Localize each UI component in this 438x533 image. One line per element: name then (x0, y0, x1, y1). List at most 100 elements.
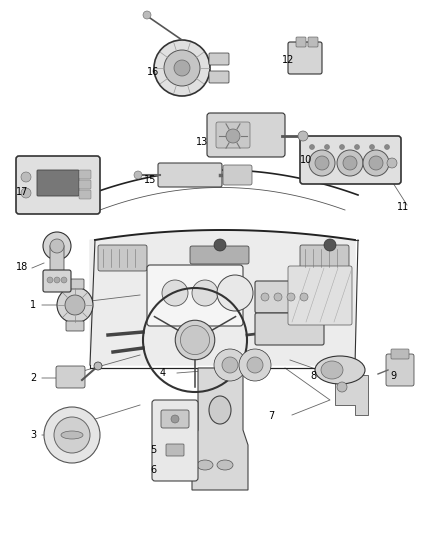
FancyBboxPatch shape (66, 279, 84, 289)
Circle shape (339, 144, 345, 149)
Text: 12: 12 (282, 55, 294, 65)
FancyBboxPatch shape (209, 71, 229, 83)
Circle shape (217, 275, 253, 311)
Circle shape (47, 277, 53, 283)
Circle shape (214, 239, 226, 251)
Circle shape (226, 129, 240, 143)
Circle shape (387, 158, 397, 168)
Circle shape (261, 293, 269, 301)
Circle shape (50, 239, 64, 253)
Circle shape (21, 188, 31, 198)
Circle shape (174, 60, 190, 76)
Circle shape (44, 407, 100, 463)
FancyBboxPatch shape (79, 170, 91, 179)
Circle shape (315, 156, 329, 170)
Circle shape (309, 150, 335, 176)
Text: 1: 1 (30, 300, 36, 310)
Text: 7: 7 (268, 411, 274, 421)
Circle shape (21, 172, 31, 182)
FancyBboxPatch shape (255, 313, 324, 345)
FancyBboxPatch shape (161, 410, 189, 428)
FancyBboxPatch shape (255, 281, 324, 313)
Polygon shape (192, 368, 248, 490)
Text: 3: 3 (30, 430, 36, 440)
FancyBboxPatch shape (300, 136, 401, 184)
FancyBboxPatch shape (16, 156, 100, 214)
Circle shape (61, 277, 67, 283)
Circle shape (324, 239, 336, 251)
Circle shape (192, 280, 218, 306)
Text: 13: 13 (196, 137, 208, 147)
Ellipse shape (197, 460, 213, 470)
Circle shape (94, 362, 102, 370)
FancyBboxPatch shape (209, 53, 229, 65)
Text: 11: 11 (397, 202, 409, 212)
Circle shape (134, 171, 142, 179)
Ellipse shape (315, 356, 365, 384)
Ellipse shape (61, 431, 83, 439)
Text: 4: 4 (160, 368, 166, 378)
Polygon shape (335, 375, 368, 415)
Circle shape (54, 277, 60, 283)
FancyBboxPatch shape (147, 265, 243, 326)
FancyBboxPatch shape (66, 321, 84, 331)
FancyBboxPatch shape (43, 270, 71, 292)
FancyBboxPatch shape (152, 400, 198, 481)
Circle shape (222, 357, 238, 373)
FancyBboxPatch shape (166, 444, 184, 456)
Circle shape (175, 320, 215, 360)
Ellipse shape (217, 460, 233, 470)
Circle shape (247, 357, 263, 373)
Circle shape (274, 293, 282, 301)
Circle shape (65, 295, 85, 315)
FancyBboxPatch shape (37, 170, 79, 196)
FancyBboxPatch shape (216, 122, 250, 148)
FancyBboxPatch shape (158, 163, 222, 187)
Circle shape (162, 280, 188, 306)
Text: 8: 8 (310, 371, 316, 381)
Circle shape (54, 417, 90, 453)
Circle shape (154, 40, 210, 96)
Polygon shape (90, 230, 355, 365)
Text: 9: 9 (390, 371, 396, 381)
Circle shape (354, 144, 360, 149)
Circle shape (57, 287, 93, 323)
FancyBboxPatch shape (79, 190, 91, 199)
Ellipse shape (321, 361, 343, 379)
FancyBboxPatch shape (300, 245, 349, 271)
FancyBboxPatch shape (296, 37, 306, 47)
FancyBboxPatch shape (56, 366, 85, 388)
FancyBboxPatch shape (50, 245, 64, 275)
Text: 16: 16 (147, 67, 159, 77)
Circle shape (214, 349, 246, 381)
FancyBboxPatch shape (98, 245, 147, 271)
Text: 6: 6 (150, 465, 156, 475)
FancyBboxPatch shape (190, 246, 249, 264)
Circle shape (385, 144, 389, 149)
Ellipse shape (209, 396, 231, 424)
Circle shape (287, 293, 295, 301)
Circle shape (298, 131, 308, 141)
FancyBboxPatch shape (386, 354, 414, 386)
Text: 17: 17 (16, 187, 28, 197)
Circle shape (337, 150, 363, 176)
Circle shape (43, 232, 71, 260)
Circle shape (369, 156, 383, 170)
Circle shape (171, 415, 179, 423)
Text: 5: 5 (150, 445, 156, 455)
Circle shape (343, 156, 357, 170)
Circle shape (337, 382, 347, 392)
FancyBboxPatch shape (288, 266, 352, 325)
Text: 10: 10 (300, 155, 312, 165)
FancyBboxPatch shape (207, 113, 285, 157)
FancyBboxPatch shape (223, 165, 252, 185)
Circle shape (310, 144, 314, 149)
Text: 15: 15 (144, 175, 156, 185)
Circle shape (325, 144, 329, 149)
Text: 18: 18 (16, 262, 28, 272)
Circle shape (180, 326, 209, 354)
Circle shape (164, 50, 200, 86)
FancyBboxPatch shape (391, 349, 409, 359)
FancyBboxPatch shape (288, 42, 322, 74)
Circle shape (300, 293, 308, 301)
